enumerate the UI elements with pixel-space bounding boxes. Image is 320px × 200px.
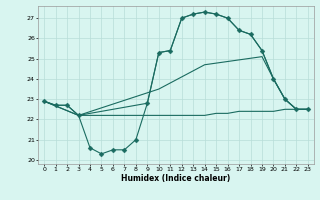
X-axis label: Humidex (Indice chaleur): Humidex (Indice chaleur) [121, 174, 231, 183]
